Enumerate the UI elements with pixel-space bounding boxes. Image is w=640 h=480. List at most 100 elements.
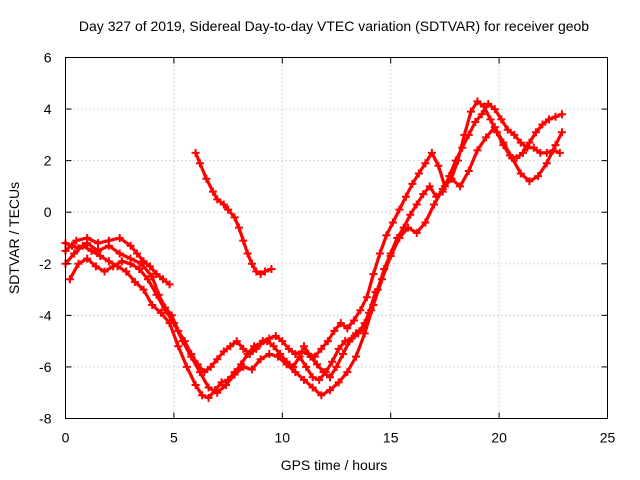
data-point	[267, 264, 276, 273]
data-point	[224, 205, 233, 214]
data-point	[471, 117, 480, 126]
data-point	[401, 192, 410, 201]
data-point	[328, 357, 337, 366]
x-axis-label: GPS time / hours	[281, 457, 388, 473]
data-point	[291, 350, 300, 359]
data-point	[284, 344, 293, 353]
y-tick-label: -4	[39, 307, 52, 323]
data-point	[406, 210, 415, 219]
y-tick-label: -6	[39, 359, 52, 375]
series-line	[68, 125, 564, 397]
data-point	[191, 148, 200, 157]
data-point	[87, 246, 96, 255]
data-point	[343, 368, 352, 377]
data-point	[152, 290, 161, 299]
data-point	[143, 275, 152, 284]
data-point	[256, 339, 265, 348]
data-point	[499, 138, 508, 147]
data-point	[191, 380, 200, 389]
data-point	[213, 355, 222, 364]
data-point	[375, 249, 384, 258]
data-point	[169, 319, 178, 328]
data-point	[161, 306, 170, 315]
series-line	[194, 151, 274, 276]
data-point	[339, 350, 348, 359]
data-point	[360, 329, 369, 338]
series-track-a	[61, 97, 566, 377]
series-track-f	[299, 288, 380, 382]
data-point	[94, 239, 103, 248]
y-tick-label: 2	[44, 153, 52, 169]
x-tick-label: 15	[383, 430, 399, 446]
data-point	[65, 275, 74, 284]
data-point	[104, 236, 113, 245]
data-point	[356, 306, 365, 315]
data-point	[516, 169, 525, 178]
data-point	[525, 177, 534, 186]
data-point	[282, 360, 291, 369]
data-point	[239, 236, 248, 245]
y-tick-label: 6	[44, 50, 52, 66]
data-point	[510, 130, 519, 139]
chart-title: Day 327 of 2019, Sidereal Day-to-day VTE…	[79, 18, 589, 34]
data-point	[362, 293, 371, 302]
data-point	[349, 316, 358, 325]
data-point	[72, 236, 81, 245]
data-point	[525, 138, 534, 147]
x-tick-label: 25	[600, 430, 616, 446]
data-point	[273, 352, 282, 361]
data-point	[195, 368, 204, 377]
data-point	[358, 324, 367, 333]
data-point	[219, 200, 228, 209]
y-tick-label: 4	[44, 101, 52, 117]
series-line	[302, 290, 378, 379]
data-point	[146, 262, 155, 271]
data-point	[247, 259, 256, 268]
data-point	[451, 156, 460, 165]
data-point	[464, 130, 473, 139]
data-point	[115, 234, 124, 242]
data-point	[503, 125, 512, 134]
data-point	[419, 190, 428, 199]
data-point	[213, 388, 222, 397]
data-point	[414, 169, 423, 178]
series-line	[63, 99, 564, 374]
series-track-c	[65, 123, 566, 400]
y-tick-label: 0	[44, 204, 52, 220]
data-point	[482, 133, 491, 142]
data-point	[534, 172, 543, 181]
data-point	[412, 228, 421, 237]
series-track-e	[191, 148, 276, 279]
data-point	[325, 386, 334, 395]
data-point	[208, 187, 217, 196]
data-point	[226, 342, 235, 351]
data-point	[330, 326, 339, 335]
data-point	[159, 275, 168, 284]
data-point	[256, 270, 265, 279]
data-point	[126, 241, 135, 250]
data-point	[319, 368, 328, 377]
data-point	[271, 331, 280, 340]
data-point	[182, 362, 191, 371]
x-tick-label: 0	[62, 430, 70, 446]
data-point	[458, 143, 467, 152]
data-point	[323, 337, 332, 346]
data-point	[529, 143, 538, 152]
data-point	[378, 275, 387, 284]
tick-layer: 0 5 10 15 20 25 -8 -6 -4 -2 0 2 4 6	[39, 50, 615, 446]
data-point	[386, 252, 395, 261]
data-point	[542, 148, 551, 157]
data-point	[395, 205, 404, 214]
data-point	[299, 375, 308, 384]
data-point	[74, 259, 83, 268]
data-point	[109, 262, 118, 271]
data-point	[265, 350, 274, 359]
data-point	[473, 146, 482, 155]
data-point	[299, 342, 308, 351]
data-point	[315, 375, 324, 384]
data-point	[306, 352, 315, 361]
series-track-d	[61, 234, 174, 289]
data-point	[388, 218, 397, 227]
data-point	[412, 200, 421, 209]
data-point	[557, 110, 566, 119]
